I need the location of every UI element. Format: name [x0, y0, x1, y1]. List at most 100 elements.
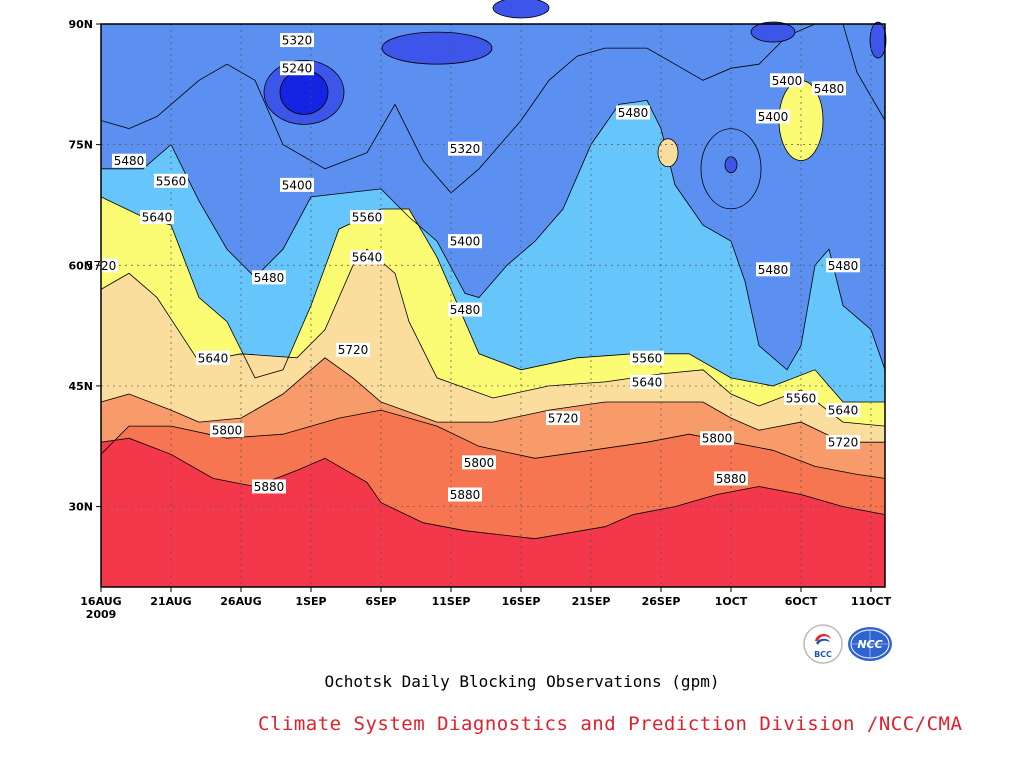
contour-label-bg	[140, 210, 174, 225]
contour-label-text: 5480	[114, 154, 145, 168]
contour-label-bg	[616, 105, 650, 120]
contour-label-text: 5720	[338, 343, 369, 357]
contour-label: 5480	[812, 81, 846, 96]
contour-label: 5560	[630, 350, 664, 365]
x-tick-label: 26SEP	[642, 595, 681, 608]
contour-label-bg	[280, 33, 314, 48]
x-tick-label: 26AUG	[220, 595, 261, 608]
contour-label: 5800	[700, 431, 734, 446]
contour-label-bg	[448, 487, 482, 502]
contour-label-bg	[756, 109, 790, 124]
contour-label-bg	[812, 81, 846, 96]
contour-label: 5800	[210, 423, 244, 438]
credit-line: Climate System Diagnostics and Predictio…	[258, 713, 963, 735]
high-sep	[657, 138, 679, 168]
contour-label-text: 5880	[254, 480, 285, 494]
y-tick-label: 60N	[68, 259, 93, 272]
contour-label-bg	[252, 270, 286, 285]
x-tick-label: 6OCT	[785, 595, 818, 608]
contour-label-text: 5640	[198, 351, 229, 365]
contour-label-bg	[210, 423, 244, 438]
contour-label: 5400	[280, 177, 314, 192]
contour-label-text: 5720	[828, 436, 859, 450]
contour-label-text: 5320	[450, 142, 481, 156]
contour-label: 5880	[252, 479, 286, 494]
contour-label: 5640	[140, 210, 174, 225]
contour-label-text: 5800	[212, 424, 243, 438]
contour-label: 5800	[462, 455, 496, 470]
contour-label-bg	[280, 61, 314, 76]
x-tick-year: 2009	[86, 608, 117, 621]
contour-5880_5800	[100, 437, 886, 540]
contour-5720_5640	[100, 357, 885, 443]
contour-label-bg	[714, 471, 748, 486]
contour-label-text: 5640	[352, 251, 383, 265]
contour-5560_5480	[100, 196, 885, 403]
contour-label: 5640	[826, 403, 860, 418]
contour-label: 5400	[770, 73, 804, 88]
contour-label-text: 5240	[282, 62, 313, 76]
contour-label-text: 5480	[828, 259, 859, 273]
contour-label: 5320	[280, 33, 314, 48]
contour-label-bg	[112, 153, 146, 168]
x-tick-label: 21AUG	[150, 595, 191, 608]
contour-label-bg	[630, 350, 664, 365]
x-axis: 16AUG 21AUG 26AUG 1SEP 6SEP 11SEP 16SEP 21SEP 26…	[80, 587, 892, 621]
contour-label: 5480	[252, 270, 286, 285]
contour-label-text: 5880	[716, 472, 747, 486]
contour-label-text: 5400	[772, 74, 803, 88]
low-ring-top-sep	[381, 31, 493, 65]
contour-label-bg	[280, 177, 314, 192]
contour-label-text: 5560	[156, 174, 187, 188]
contour-label-bg	[196, 350, 230, 365]
x-tick-label: 11OCT	[851, 595, 892, 608]
x-tick-label: 1OCT	[715, 595, 748, 608]
low-core-oct	[724, 156, 738, 174]
contour-label-text: 5640	[142, 211, 173, 225]
contour-label-text: 5640	[828, 404, 859, 418]
contour-label: 5480	[826, 258, 860, 273]
y-tick-label: 30N	[68, 501, 93, 514]
closed-contours	[263, 0, 887, 210]
contour-label-bg	[770, 73, 804, 88]
contour-label-text: 5800	[702, 432, 733, 446]
contour-label-bg	[350, 210, 384, 225]
contour-label: 5720	[826, 435, 860, 450]
contour-label: 5640	[196, 350, 230, 365]
x-tick-label: 11SEP	[432, 595, 471, 608]
y-tick-label: 90N	[68, 18, 93, 31]
contour-label-text: 5720	[548, 412, 579, 426]
ncc-logo: NCC	[847, 624, 893, 664]
contour-bands	[100, 23, 886, 588]
contour-label-bg	[350, 250, 384, 265]
contour-label-text: 5560	[632, 351, 663, 365]
contour-label-text: 5480	[814, 82, 845, 96]
contour-label-bg	[700, 431, 734, 446]
contour-label-text: 5320	[282, 34, 313, 48]
contour-label-text: 5480	[618, 106, 649, 120]
contour-label-bg	[154, 173, 188, 188]
contour-label-text: 5800	[464, 456, 495, 470]
contour-label-text: 5400	[282, 178, 313, 192]
contour-label-text: 5480	[254, 271, 285, 285]
contour-label-bg	[630, 374, 664, 389]
contour-label: 5880	[714, 471, 748, 486]
contour-label: 5400	[756, 109, 790, 124]
chart-title: Ochotsk Daily Blocking Observations (gpm…	[324, 672, 720, 691]
contour-label-bg	[826, 258, 860, 273]
contour-label-text: 5560	[786, 391, 817, 405]
contour-label: 5480	[756, 262, 790, 277]
contour-label-text: 5480	[758, 263, 789, 277]
contour-label-bg	[448, 234, 482, 249]
contour-label: 5880	[448, 487, 482, 502]
contour-label: 5240	[280, 61, 314, 76]
contour-label-bg	[756, 262, 790, 277]
contour-label-text: 5880	[450, 488, 481, 502]
contour-label: 5480	[616, 105, 650, 120]
contour-label-bg	[252, 479, 286, 494]
contour-label-bg	[448, 302, 482, 317]
x-tick-label: 16SEP	[502, 595, 541, 608]
contour-label-bg	[784, 390, 818, 405]
contour-label-bg	[448, 141, 482, 156]
